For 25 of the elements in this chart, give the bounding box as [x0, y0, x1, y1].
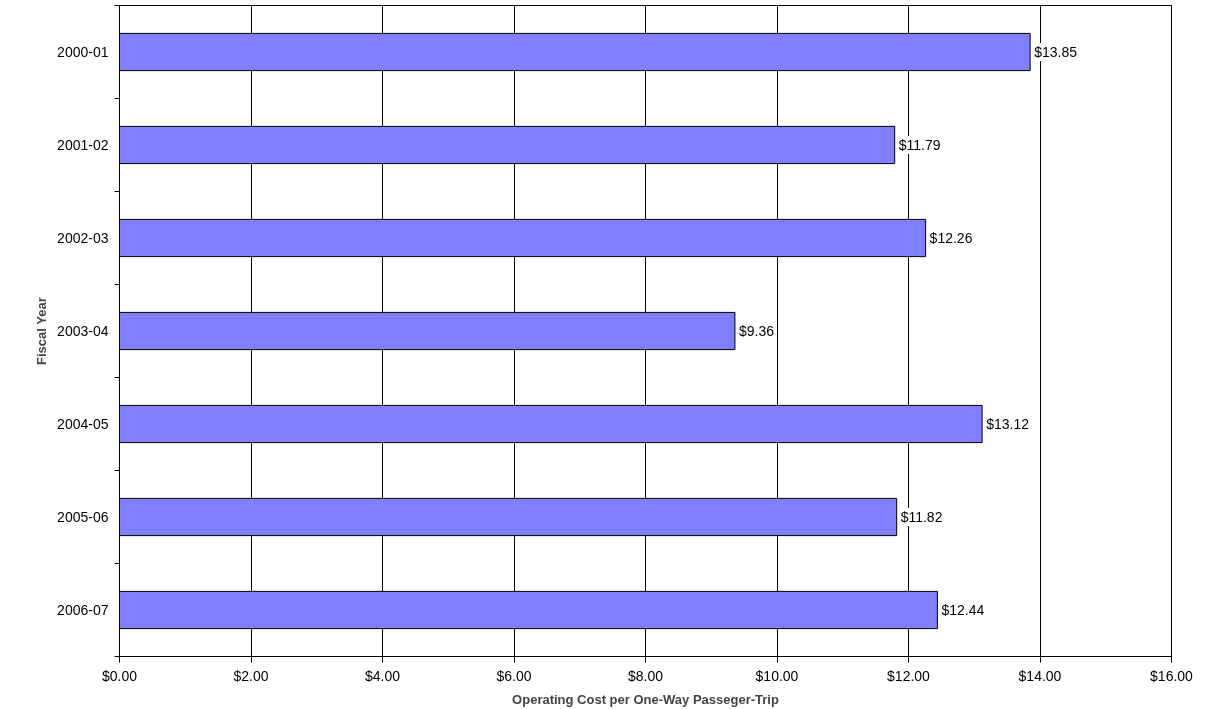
data-label: $9.36: [738, 323, 775, 339]
x-tick-label: $16.00: [1150, 667, 1194, 684]
y-tick-label: 2006-07: [57, 602, 109, 618]
y-tick-label: 2000-01: [57, 44, 109, 60]
data-label: $11.82: [900, 509, 943, 525]
data-label: $12.26: [929, 230, 973, 246]
x-tick-label: $8.00: [627, 667, 664, 684]
x-axis-title: Operating Cost per One-Way Passeger-Trip: [512, 691, 779, 707]
x-tick-label: $14.00: [1018, 667, 1062, 684]
x-tick-label: $2.00: [233, 667, 269, 684]
y-axis-title: Fiscal Year: [34, 297, 50, 365]
x-tick-label: $0.00: [101, 667, 138, 684]
x-tick-label: $12.00: [887, 667, 931, 684]
x-tick-label: $10.00: [755, 667, 799, 684]
y-tick-label: 2004-05: [57, 416, 109, 432]
y-tick-label: 2003-04: [57, 323, 109, 339]
y-tick-label: 2002-03: [57, 230, 109, 246]
data-label: $12.44: [941, 602, 985, 618]
y-tick-label: 2001-02: [57, 137, 109, 153]
x-tick-label: $4.00: [364, 667, 401, 684]
y-tick-label: 2005-06: [57, 509, 109, 525]
data-label: $11.79: [898, 137, 941, 153]
data-label: $13.85: [1034, 44, 1078, 60]
data-label: $13.12: [986, 416, 1030, 432]
x-tick-label: $6.00: [496, 667, 532, 684]
